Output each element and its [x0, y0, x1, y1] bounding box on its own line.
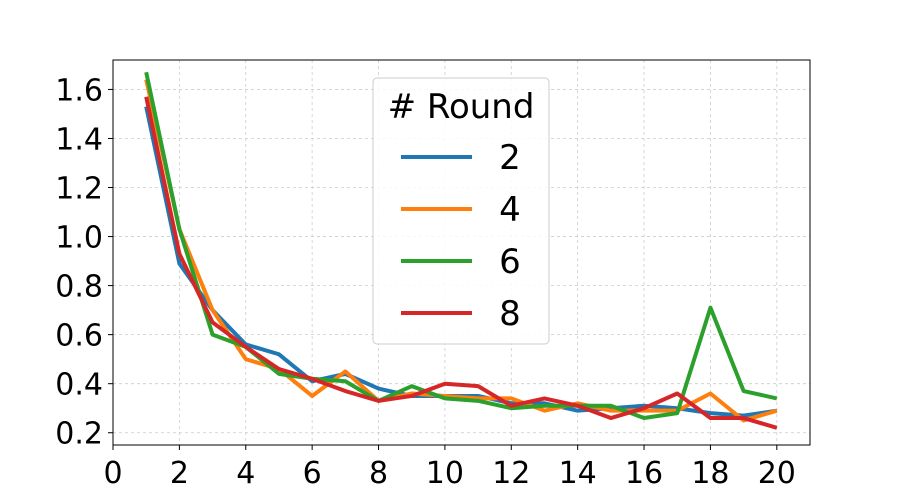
- series-line-8: [144, 96, 778, 430]
- legend-label: 2: [499, 138, 521, 178]
- x-tick-label: 6: [303, 456, 322, 491]
- y-tick-label: 1.0: [55, 221, 103, 256]
- legend-label: 8: [499, 294, 521, 334]
- y-tick-label: 1.2: [55, 172, 103, 207]
- x-tick-label: 8: [369, 456, 388, 491]
- series-line-4: [144, 79, 778, 423]
- plot-frame: [112, 59, 811, 446]
- x-tick-label: 14: [559, 456, 597, 491]
- x-tick-label: 20: [758, 456, 796, 491]
- x-tick-label: 10: [426, 456, 464, 491]
- legend-entries: 2 4 6 8: [401, 138, 521, 334]
- x-axis: 0 2 4 6 8 10 12 14 16 18 20: [103, 445, 796, 491]
- y-tick-label: 1.6: [55, 73, 103, 108]
- legend-label: 6: [499, 242, 521, 282]
- x-tick-label: 0: [103, 456, 122, 491]
- x-tick-label: 12: [492, 456, 530, 491]
- x-tick-label: 4: [236, 456, 255, 491]
- legend-label: 4: [499, 190, 521, 230]
- y-axis: 0.2 0.4 0.6 0.8 1.0 1.2 1.4 1.6: [55, 73, 113, 452]
- x-tick-label: 18: [691, 456, 729, 491]
- y-tick-label: 0.6: [55, 319, 103, 354]
- series-group: [144, 71, 778, 430]
- y-tick-label: 0.4: [55, 368, 103, 403]
- y-tick-label: 1.4: [55, 122, 103, 157]
- legend-title: # Round: [388, 87, 535, 127]
- x-tick-label: 16: [625, 456, 663, 491]
- y-tick-label: 0.2: [55, 417, 103, 452]
- legend: # Round 2 4 6 8: [372, 77, 550, 345]
- y-tick-label: 0.8: [55, 270, 103, 305]
- x-tick-label: 2: [170, 456, 189, 491]
